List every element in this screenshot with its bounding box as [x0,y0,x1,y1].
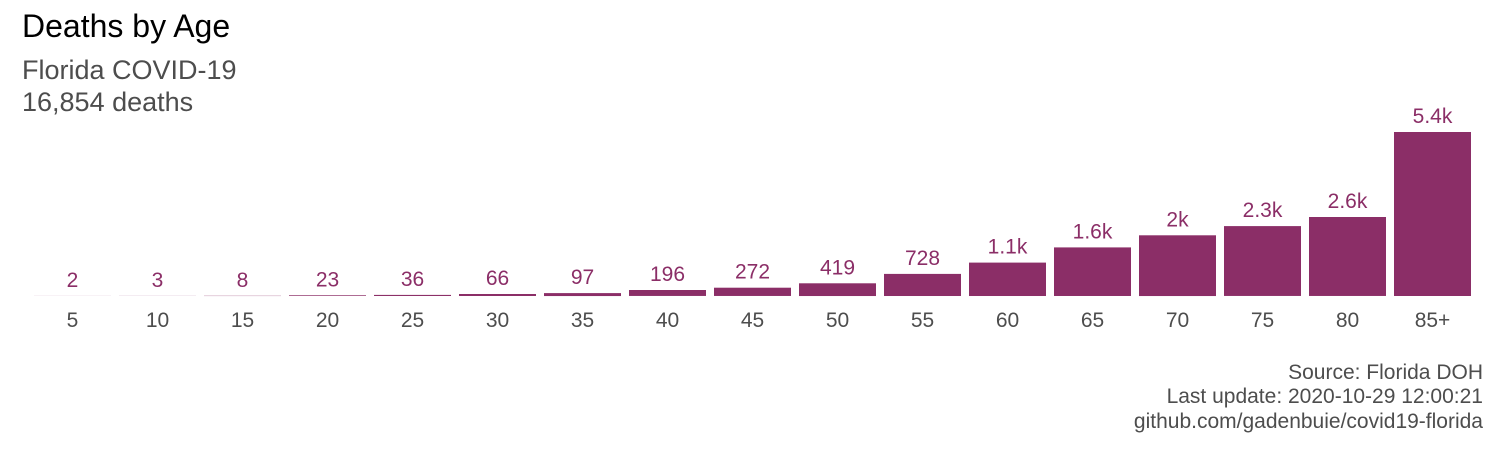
bar-value-label: 1.6k [1073,220,1113,243]
chart-title: Deaths by Age [22,8,231,44]
bar-30 [459,294,536,296]
bar-value-label: 5.4k [1413,105,1453,128]
bar-value-label: 2k [1166,208,1189,231]
bar-value-label: 196 [650,263,685,286]
bar-20 [289,295,366,296]
x-tick-label: 20 [316,309,339,332]
x-tick-label: 70 [1166,309,1189,332]
bar-40 [629,290,706,296]
x-tick-label: 35 [571,309,594,332]
bar-45 [714,287,791,296]
x-tick-label: 55 [911,309,934,332]
bar-value-label: 419 [820,256,855,279]
x-tick-label: 10 [146,309,169,332]
bar-value-label: 272 [735,261,770,284]
bar-value-label: 36 [401,268,424,291]
x-tick-label: 25 [401,309,424,332]
bar-value-label: 1.1k [988,236,1028,259]
bar-75 [1224,226,1301,296]
bar-65 [1054,247,1131,296]
caption-last-update: Last update: 2020-10-29 12:00:21 [1166,385,1483,408]
x-tick-label: 65 [1081,309,1104,332]
x-tick-label: 30 [486,309,509,332]
x-tick-label: 60 [996,309,1019,332]
bar-25 [374,294,451,296]
bar-value-label: 2.3k [1243,199,1283,222]
bar-value-label: 3 [152,269,164,292]
x-tick-label: 75 [1251,309,1274,332]
bar-value-label: 66 [486,267,509,290]
bar-85+ [1394,132,1471,296]
bar-80 [1309,217,1386,296]
bar-value-label: 728 [905,247,940,270]
bar-value-label: 2 [67,269,79,292]
bar-value-label: 23 [316,268,339,291]
bar-chart: 2531081523203625663097351964027245419507… [34,105,1471,332]
bar-value-label: 8 [237,269,249,292]
bar-50 [799,283,876,297]
bar-35 [544,293,621,297]
chart-subtitle: Florida COVID-19 [22,55,237,85]
x-tick-label: 50 [826,309,849,332]
x-tick-label: 40 [656,309,679,332]
caption-source: Source: Florida DOH [1288,361,1483,384]
bar-55 [884,273,961,297]
bar-60 [969,262,1046,297]
bar-70 [1139,235,1216,297]
bar-value-label: 2.6k [1328,190,1368,213]
bar-value-label: 97 [571,266,594,289]
x-tick-label: 5 [67,309,79,332]
x-tick-label: 45 [741,309,764,332]
x-tick-label: 80 [1336,309,1359,332]
x-tick-label: 85+ [1415,309,1451,332]
caption-url: github.com/gadenbuie/covid19-florida [1133,410,1483,433]
chart-death-total: 16,854 deaths [22,87,194,117]
x-tick-label: 15 [231,309,254,332]
